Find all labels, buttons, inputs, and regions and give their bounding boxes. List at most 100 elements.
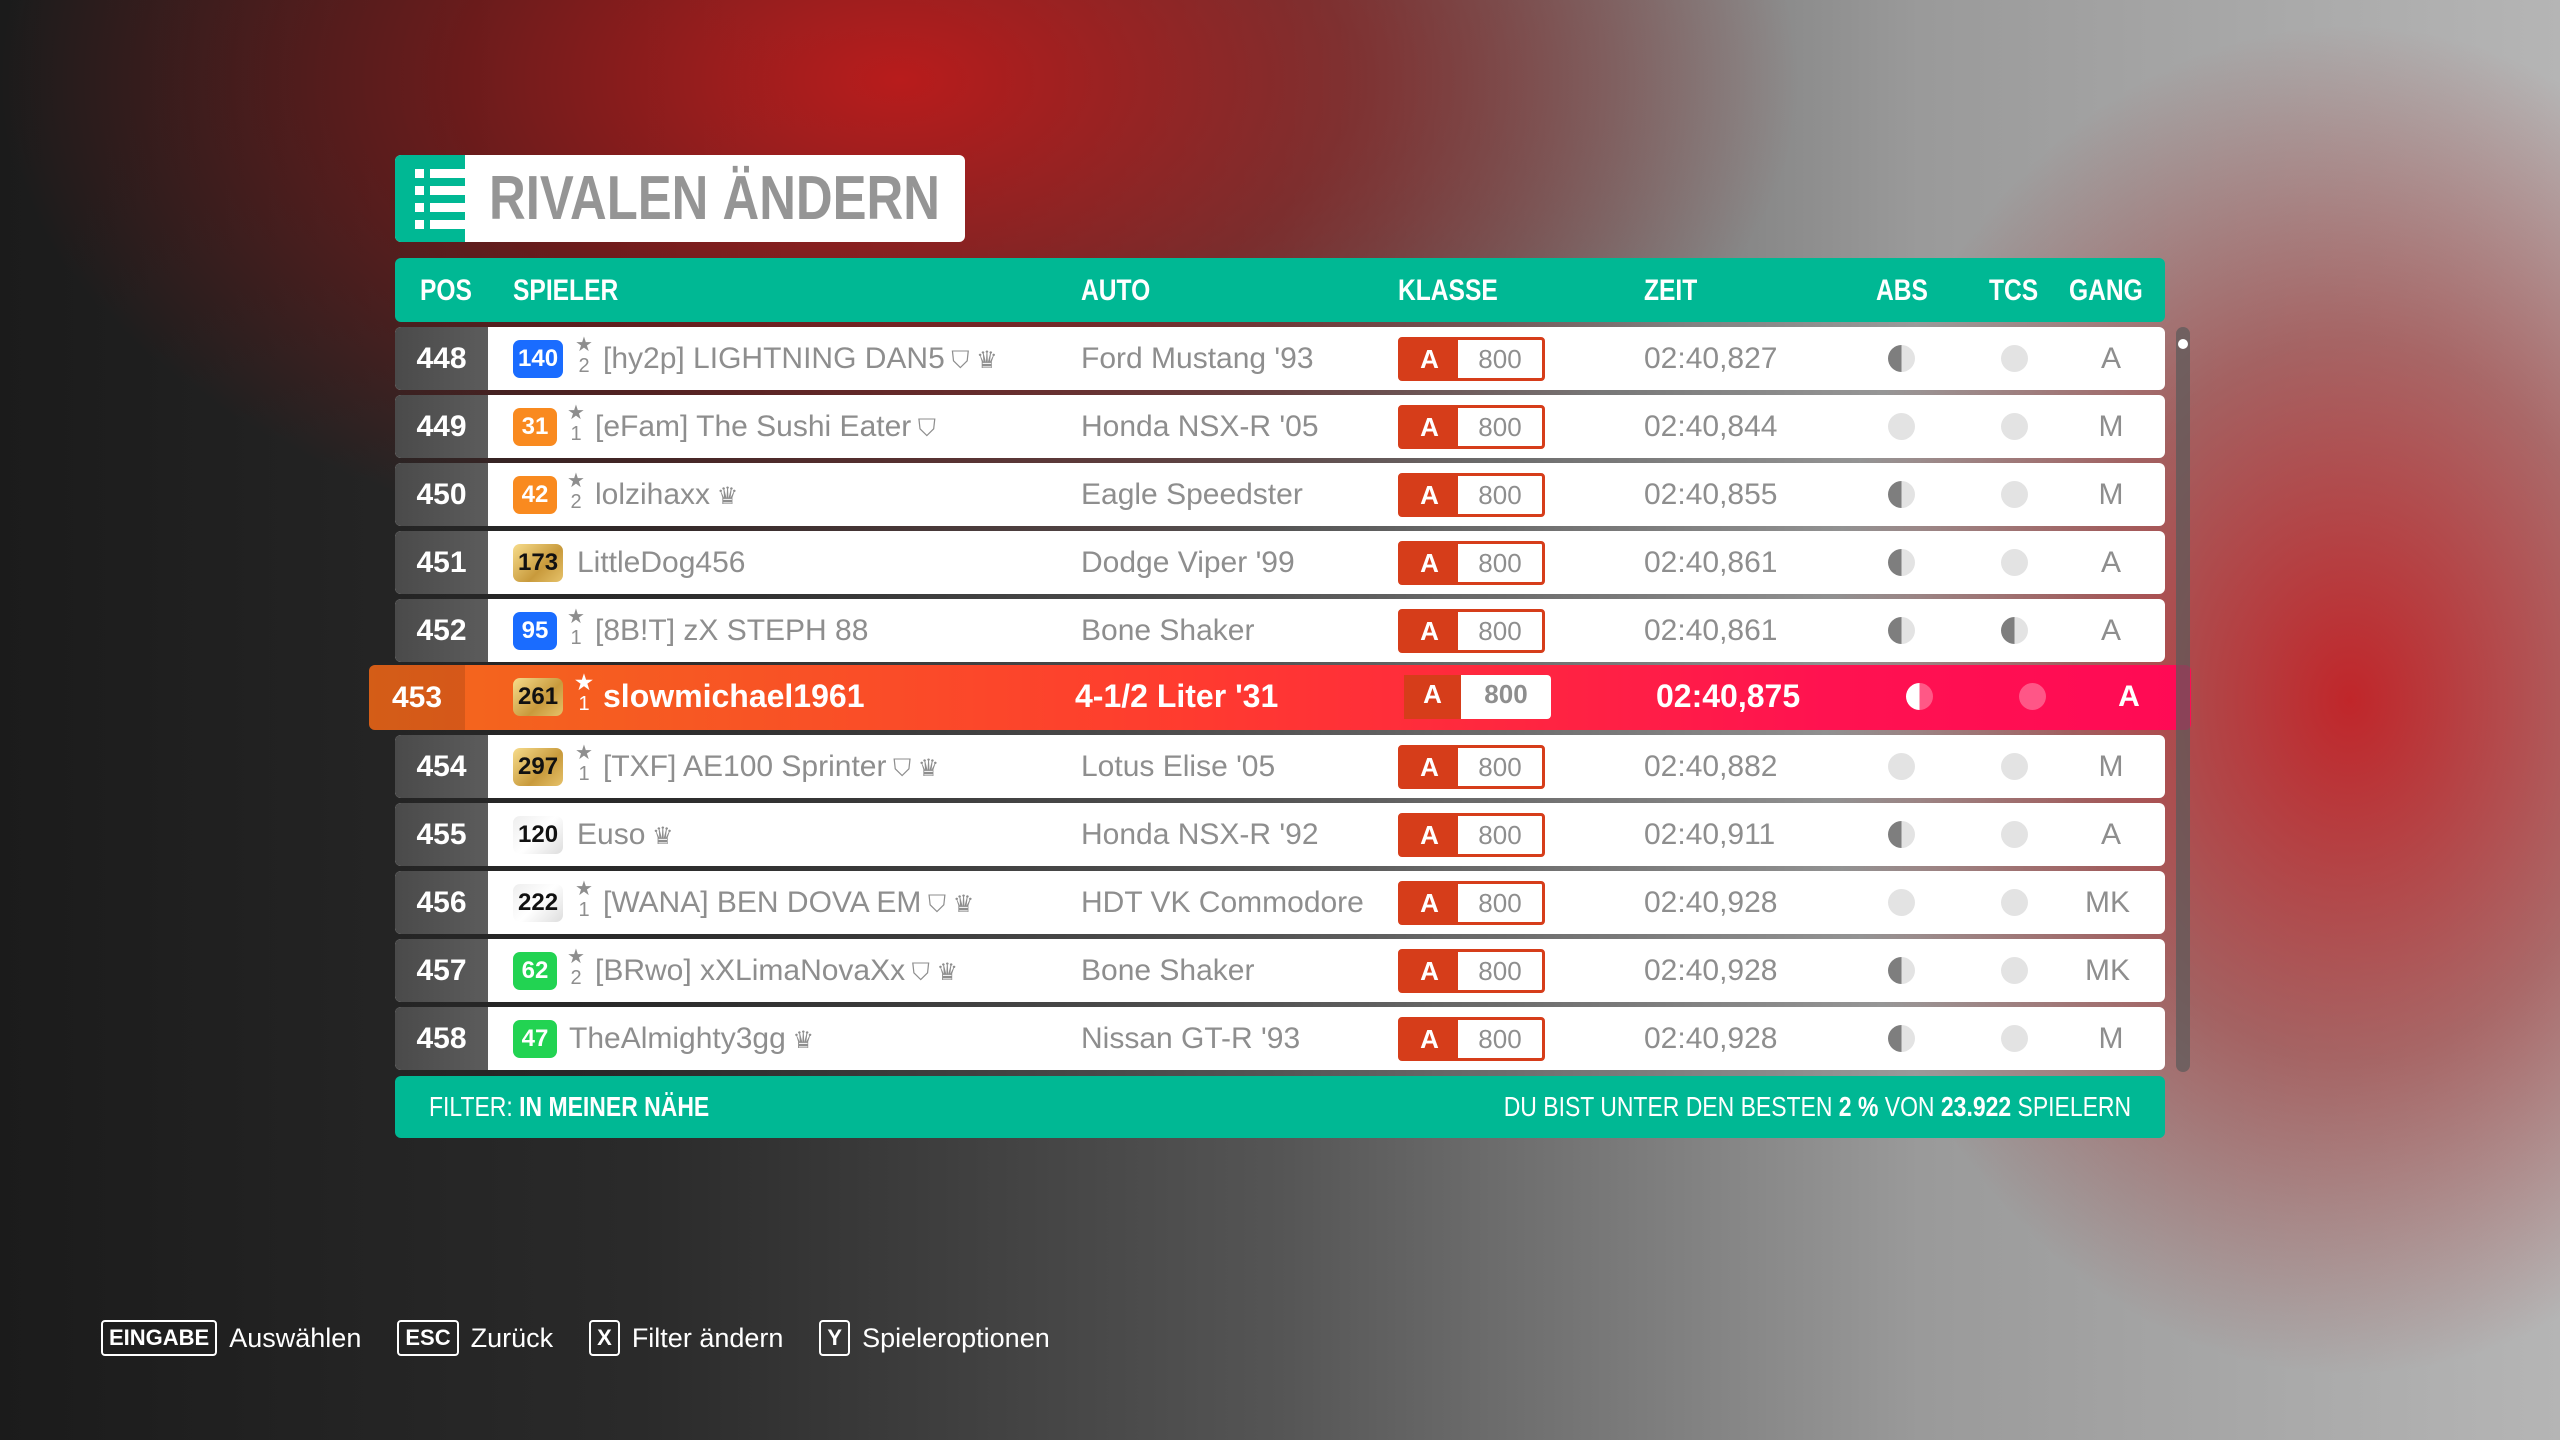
level-badge: 31 <box>513 408 557 446</box>
performance-index: 800 <box>1478 956 1522 986</box>
table-row[interactable]: 454 297 ★ 1 [TXF] AE100 Sprinter ⛉ ♛ Lotus El… <box>395 735 2165 798</box>
hint-filter[interactable]: X Filter ändern <box>589 1320 783 1356</box>
player-name[interactable]: TheAlmighty3gg ♛ <box>569 1007 814 1070</box>
gear-type: A <box>2100 818 2121 851</box>
scroll-thumb[interactable] <box>2178 339 2188 349</box>
hint-select[interactable]: EINGABE Auswählen <box>101 1320 361 1356</box>
level-badge: 62 <box>513 952 557 990</box>
abs-half-icon <box>1906 683 1933 710</box>
gear-type: A <box>2100 614 2121 647</box>
player-name[interactable]: Euso ♛ <box>577 803 674 866</box>
shield-icon: ⛉ <box>886 755 912 782</box>
col-pos: POS <box>420 274 472 307</box>
gear-type: M <box>2098 750 2124 783</box>
class-letter: A <box>1401 816 1458 854</box>
car-name: Ford Mustang '93 <box>1081 342 1314 375</box>
key-x: X <box>589 1320 620 1356</box>
player-name[interactable]: [eFam] The Sushi Eater ⛉ <box>595 395 936 458</box>
tcs-off-icon <box>2001 753 2028 780</box>
tcs-off-icon <box>2019 683 2046 710</box>
car-name: Bone Shaker <box>1081 614 1255 647</box>
table-row[interactable]: 448 140 ★ 2 [hy2p] LIGHTNING DAN5 ⛉ ♛ Ford Mu… <box>395 327 2165 390</box>
filter-label: FILTER: <box>429 1091 513 1122</box>
player-name-text: [8B!T] zX STEPH 88 <box>595 614 869 647</box>
position-cell: 448 <box>395 327 488 390</box>
player-name-text: LittleDog456 <box>577 546 746 579</box>
player-name[interactable]: [8B!T] zX STEPH 88 <box>595 599 868 662</box>
table-row-current-player[interactable]: 453 261 ★ 1 slowmichael1961 4-1/2 Liter '31 A 8… <box>369 665 2191 730</box>
table-row[interactable]: 450 42 ★ 2 lolzihaxx ♛ Eagle Speedster A 800 02:… <box>395 463 2165 526</box>
tcs-off-icon <box>2001 549 2028 576</box>
hint-back[interactable]: ESC Zurück <box>397 1320 553 1356</box>
crown-icon: ♛ <box>645 823 674 850</box>
table-row[interactable]: 457 62 ★ 2 [BRwo] xXLimaNovaXx ⛉ ♛ Bone Shake… <box>395 939 2165 1002</box>
star-rank-count: 1 <box>578 899 590 921</box>
player-name[interactable]: slowmichael1961 <box>603 665 864 728</box>
star-rank-count: 1 <box>578 693 590 715</box>
table-row[interactable]: 451 173 LittleDog456 Dodge Viper '99 A 800 02:… <box>395 531 2165 594</box>
shield-icon: ⛉ <box>905 959 930 986</box>
shield-icon: ⛉ <box>944 347 970 374</box>
footer-bar: FILTER: IN MEINER NÄHE DU BIST UNTER DEN… <box>395 1076 2165 1138</box>
performance-index: 800 <box>1478 752 1522 782</box>
level-badge: 297 <box>513 748 564 786</box>
table-row[interactable]: 455 120 Euso ♛ Honda NSX-R '92 A 800 02:40,911… <box>395 803 2165 866</box>
performance-index: 800 <box>1478 480 1522 510</box>
gear-type: A <box>2118 680 2140 713</box>
performance-index: 800 <box>1478 820 1522 850</box>
class-badge: A 800 <box>1398 473 1545 517</box>
class-badge: A 800 <box>1398 881 1545 925</box>
gear-type: MK <box>2085 886 2130 919</box>
star-rank-icon: ★ 1 <box>573 673 595 715</box>
abs-half-icon <box>1888 549 1915 576</box>
abs-off-icon <box>1888 753 1915 780</box>
table-row[interactable]: 449 31 ★ 1 [eFam] The Sushi Eater ⛉ Honda NSX… <box>395 395 2165 458</box>
player-name-text: [hy2p] LIGHTNING DAN5 <box>603 342 945 375</box>
col-car: AUTO <box>1081 274 1151 307</box>
class-letter: A <box>1401 476 1458 514</box>
scrollbar[interactable] <box>2176 327 2190 1072</box>
player-name[interactable]: LittleDog456 <box>577 531 745 594</box>
class-badge: A 800 <box>1398 609 1545 653</box>
performance-index: 800 <box>1478 616 1522 646</box>
crown-icon: ♛ <box>969 347 998 374</box>
player-name[interactable]: lolzihaxx ♛ <box>595 463 738 526</box>
performance-index: 800 <box>1478 1024 1522 1054</box>
player-name[interactable]: [WANA] BEN DOVA EM ⛉ ♛ <box>603 871 974 934</box>
hint-label: Filter ändern <box>631 1322 784 1353</box>
crown-icon: ♛ <box>710 483 739 510</box>
page-title: RIVALEN ÄNDERN <box>489 164 940 233</box>
table-row[interactable]: 456 222 ★ 1 [WANA] BEN DOVA EM ⛉ ♛ HDT VK Com… <box>395 871 2165 934</box>
class-badge: A 800 <box>1398 1017 1545 1061</box>
abs-half-icon <box>1888 1025 1915 1052</box>
gear-type: M <box>2098 478 2124 511</box>
player-name-text: [BRwo] xXLimaNovaXx <box>595 954 906 987</box>
star-rank-count: 2 <box>578 355 590 377</box>
position-cell: 455 <box>395 803 488 866</box>
col-class: KLASSE <box>1398 274 1498 307</box>
lap-time: 02:40,911 <box>1644 818 1776 851</box>
key-y: Y <box>819 1320 851 1356</box>
position-cell: 451 <box>395 531 488 594</box>
player-name[interactable]: [hy2p] LIGHTNING DAN5 ⛉ ♛ <box>603 327 998 390</box>
table-row[interactable]: 458 47 TheAlmighty3gg ♛ Nissan GT-R '93 A 800… <box>395 1007 2165 1070</box>
level-badge: 261 <box>513 678 564 716</box>
level-badge: 222 <box>513 884 564 922</box>
rank-percent: 2 % <box>1838 1091 1879 1122</box>
rank-total: 23.922 <box>1940 1091 2012 1122</box>
car-name: Honda NSX-R '05 <box>1081 410 1319 443</box>
table-row[interactable]: 452 95 ★ 1 [8B!T] zX STEPH 88 Bone Shaker A 800… <box>395 599 2165 662</box>
list-icon <box>395 155 466 242</box>
performance-index: 800 <box>1484 679 1528 709</box>
player-name[interactable]: [BRwo] xXLimaNovaXx ⛉ ♛ <box>595 939 958 1002</box>
lap-time: 02:40,875 <box>1656 678 1801 714</box>
class-letter: A <box>1401 612 1458 650</box>
lap-time: 02:40,827 <box>1644 342 1778 375</box>
car-name: Lotus Elise '05 <box>1081 750 1276 783</box>
class-letter: A <box>1404 675 1461 719</box>
player-name[interactable]: [TXF] AE100 Sprinter ⛉ ♛ <box>603 735 939 798</box>
gear-type: M <box>2098 1022 2124 1055</box>
filter-info[interactable]: FILTER: IN MEINER NÄHE <box>429 1076 709 1138</box>
hint-player-options[interactable]: Y Spieleroptionen <box>819 1320 1050 1356</box>
abs-off-icon <box>1888 889 1915 916</box>
